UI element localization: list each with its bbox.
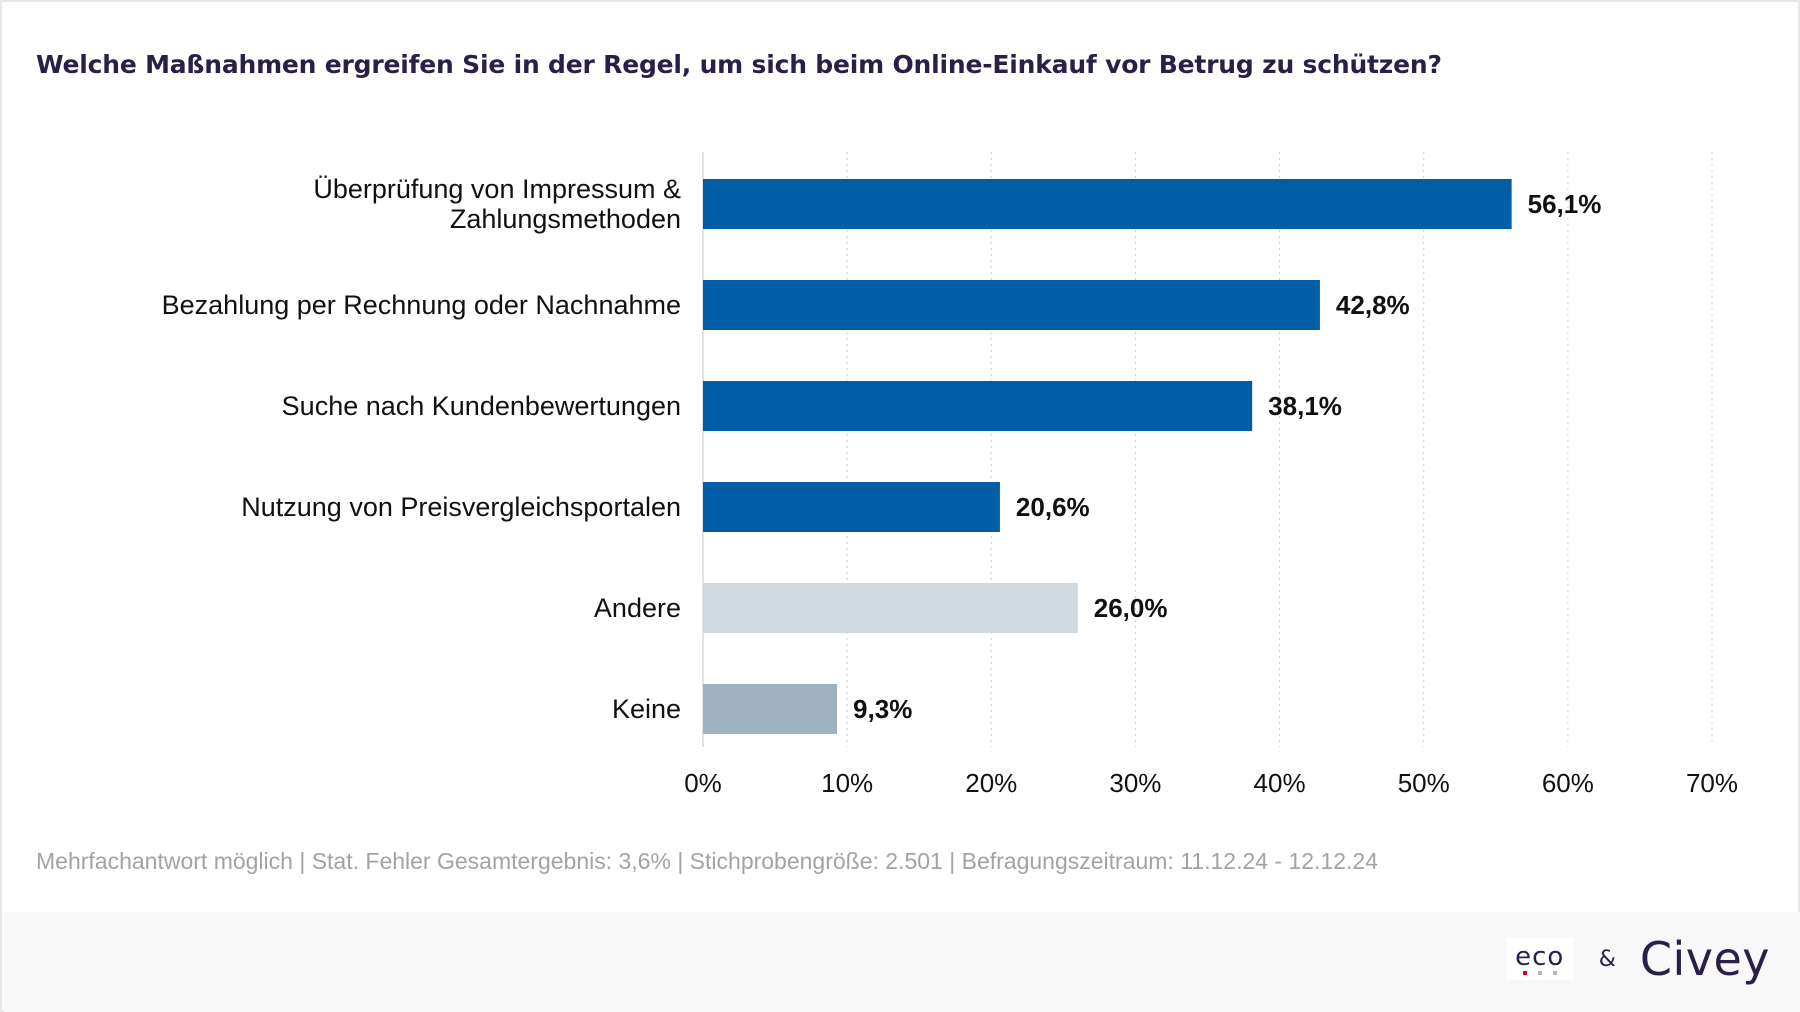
eco-dot-grey [1552,970,1557,975]
category-label: Nutzung von Preisvergleichsportalen [241,492,681,522]
value-label: 20,6% [1016,492,1090,522]
bars [703,179,1512,734]
category-label: Überprüfung von Impressum & [313,174,681,204]
eco-logo-dots [1522,970,1557,975]
eco-dot-red [1522,970,1527,975]
value-label: 38,1% [1268,391,1342,421]
eco-logo: eco [1506,938,1573,980]
bar [703,482,1000,532]
category-label: Zahlungsmethoden [450,204,681,234]
eco-logo-text: eco [1515,941,1565,972]
x-tick-label: 10% [821,768,873,798]
footer: eco & Civey [4,912,1800,1012]
value-label: 26,0% [1094,593,1168,623]
bar [703,381,1253,431]
category-label: Keine [612,694,681,724]
civey-logo: Civey [1639,932,1770,986]
category-label: Andere [594,593,681,623]
value-label: 42,8% [1336,290,1410,320]
x-tick-label: 70% [1686,768,1738,798]
logo-group: eco & Civey [1506,932,1770,986]
x-tick-label: 30% [1109,768,1161,798]
x-tick-label: 60% [1542,768,1594,798]
category-label: Suche nach Kundenbewertungen [282,391,681,421]
category-label: Bezahlung per Rechnung oder Nachnahme [162,290,681,320]
value-label: 9,3% [853,694,912,724]
x-tick-label: 40% [1254,768,1306,798]
bar [703,280,1320,330]
grid-lines [702,152,1713,747]
ampersand: & [1598,946,1616,972]
x-tick-label: 20% [965,768,1017,798]
bar [703,684,838,734]
x-tick-label: 50% [1398,768,1450,798]
footnote: Mehrfachantwort möglich | Stat. Fehler G… [36,848,1379,874]
bar [703,583,1078,633]
value-label: 56,1% [1528,189,1602,219]
eco-dot-grey [1537,970,1542,975]
chart-title: Welche Maßnahmen ergreifen Sie in der Re… [36,50,1442,79]
bar-chart: 0% 10% 20% 30% 40% 50% 60% 70% Überprüfung von I… [162,152,1738,798]
x-tick-label: 0% [684,768,722,798]
labels: 0% 10% 20% 30% 40% 50% 60% 70% Überprüfung von I… [162,174,1738,798]
bar [703,179,1512,229]
